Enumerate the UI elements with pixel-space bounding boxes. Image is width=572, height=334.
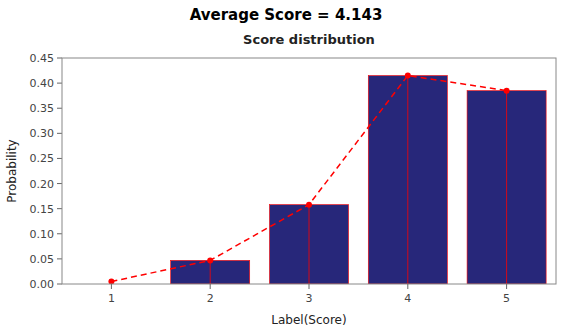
x-tick bbox=[506, 284, 507, 289]
y-tick bbox=[57, 284, 62, 285]
y-tick-label: 0.35 bbox=[30, 102, 55, 115]
y-tick bbox=[57, 158, 62, 159]
y-tick-label: 0.00 bbox=[30, 278, 55, 291]
y-tick-label: 0.45 bbox=[30, 52, 55, 65]
bar bbox=[269, 205, 348, 284]
y-tick-label: 0.25 bbox=[30, 152, 55, 165]
bar-stem bbox=[210, 260, 211, 284]
bar-series bbox=[171, 76, 546, 284]
y-tick-label: 0.20 bbox=[30, 178, 55, 191]
x-tick-label: 3 bbox=[306, 292, 313, 305]
bar bbox=[368, 76, 447, 284]
marker bbox=[108, 278, 114, 284]
x-tick-label: 4 bbox=[404, 292, 411, 305]
line-series bbox=[108, 73, 509, 284]
x-tick bbox=[309, 284, 310, 289]
y-tick-label: 0.15 bbox=[30, 203, 55, 216]
y-tick bbox=[57, 58, 62, 59]
y-tick bbox=[57, 183, 62, 184]
y-tick bbox=[57, 108, 62, 109]
title: Score distribution bbox=[243, 32, 375, 47]
y-axis-label: Probability bbox=[5, 139, 19, 202]
x-tick-label: 1 bbox=[108, 292, 115, 305]
y-tick bbox=[57, 133, 62, 134]
x-tick-label: 5 bbox=[503, 292, 510, 305]
bar-stem bbox=[309, 205, 310, 284]
x-tick bbox=[210, 284, 211, 289]
subtitle: Average Score = 4.143 bbox=[190, 6, 383, 24]
x-tick-label: 2 bbox=[207, 292, 214, 305]
x-axis-label: Label(Score) bbox=[271, 313, 346, 327]
plot-area bbox=[108, 73, 546, 284]
y-tick bbox=[57, 208, 62, 209]
bar-stem bbox=[506, 91, 507, 284]
bar bbox=[171, 260, 250, 284]
y-tick bbox=[57, 83, 62, 84]
y-tick-label: 0.10 bbox=[30, 228, 55, 241]
y-axis: 0.00 0.05 0.10 0.15 0.20 0.25 0.30 0.35 0.40 0.45 bbox=[30, 52, 63, 291]
plot-frame bbox=[62, 58, 556, 284]
y-tick-label: 0.05 bbox=[30, 253, 55, 266]
chart-container: Average Score = 4.143 Score distribution 0… bbox=[0, 0, 572, 334]
y-tick-label: 0.40 bbox=[30, 77, 55, 90]
bar bbox=[467, 91, 546, 284]
bar-stems bbox=[111, 76, 506, 284]
y-tick bbox=[57, 233, 62, 234]
y-tick bbox=[57, 258, 62, 259]
x-axis: 1 2 3 4 5 bbox=[108, 284, 510, 305]
x-tick bbox=[111, 284, 112, 289]
bar-stem bbox=[407, 76, 408, 284]
x-tick bbox=[407, 284, 408, 289]
chart: Average Score = 4.143 Score distribution 0… bbox=[0, 0, 572, 334]
y-tick-label: 0.30 bbox=[30, 127, 55, 140]
